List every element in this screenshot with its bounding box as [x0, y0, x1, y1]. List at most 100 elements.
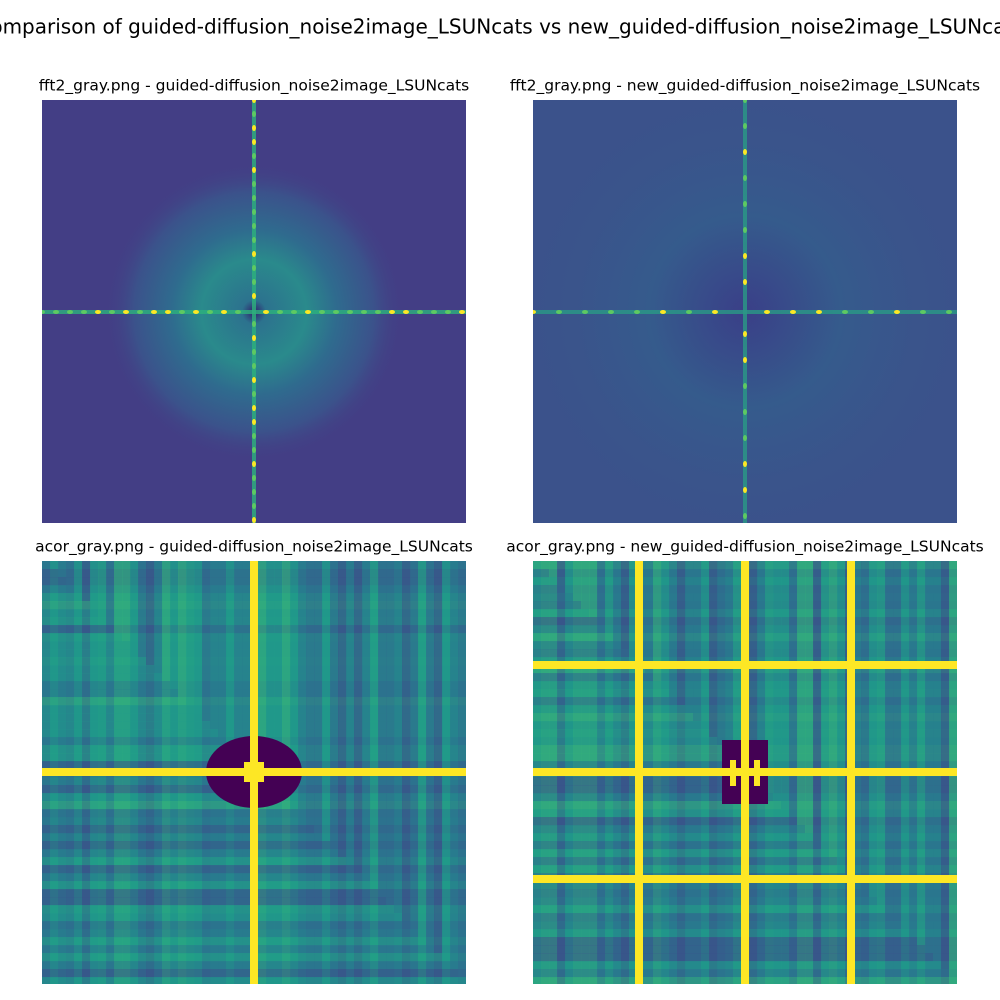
panel-title: fft2_gray.png - new_guided-diffusion_noi…: [510, 77, 980, 96]
texture: [333, 310, 339, 314]
texture: [920, 310, 926, 314]
texture: [417, 310, 423, 314]
texture: [42, 310, 45, 314]
acor-image: [42, 561, 466, 984]
texture: [252, 195, 256, 201]
texture: [790, 310, 796, 314]
texture: [252, 100, 256, 103]
texture: [743, 279, 747, 285]
texture: [252, 293, 256, 299]
texture: [660, 310, 666, 314]
texture: [743, 227, 747, 233]
texture: [743, 331, 747, 337]
fft-image: [42, 100, 466, 523]
texture: [252, 405, 256, 411]
texture: [252, 391, 256, 397]
texture: [221, 310, 227, 314]
texture: [389, 310, 395, 314]
texture: [582, 310, 588, 314]
texture: [743, 357, 747, 363]
texture: [252, 489, 256, 495]
texture: [743, 487, 747, 493]
texture: [252, 503, 256, 509]
panel-title: acor_gray.png - guided-diffusion_noise2i…: [35, 538, 473, 557]
texture: [252, 209, 256, 215]
texture: [252, 335, 256, 341]
texture: [361, 310, 367, 314]
texture: [816, 310, 822, 314]
texture: [123, 310, 129, 314]
texture: [743, 175, 747, 181]
texture: [868, 310, 874, 314]
texture: [305, 310, 311, 314]
texture: [319, 310, 325, 314]
texture: [42, 768, 466, 776]
texture: [743, 100, 747, 103]
texture: [291, 310, 297, 314]
texture: [533, 768, 957, 776]
texture: [95, 310, 101, 314]
texture: [81, 310, 87, 314]
texture: [252, 223, 256, 229]
texture: [137, 310, 143, 314]
texture: [634, 310, 640, 314]
texture: [252, 433, 256, 439]
panel-title: fft2_gray.png - guided-diffusion_noise2i…: [39, 77, 469, 96]
texture: [252, 475, 256, 481]
texture: [743, 149, 747, 155]
texture: [151, 310, 157, 314]
texture: [252, 279, 256, 285]
texture: [894, 310, 900, 314]
acor-image: [533, 561, 957, 984]
panel-title: acor_gray.png - new_guided-diffusion_noi…: [506, 538, 984, 557]
texture: [764, 310, 770, 314]
texture: [431, 310, 437, 314]
texture: [252, 461, 256, 467]
texture: [277, 310, 283, 314]
texture: [743, 123, 747, 129]
texture: [743, 409, 747, 415]
texture: [375, 310, 381, 314]
texture: [445, 310, 451, 314]
texture: [743, 513, 747, 519]
texture: [235, 310, 241, 314]
texture: [165, 310, 171, 314]
texture: [403, 310, 409, 314]
texture: [193, 310, 199, 314]
texture: [608, 310, 614, 314]
texture: [252, 419, 256, 425]
texture: [347, 310, 353, 314]
texture: [459, 310, 465, 314]
texture: [946, 310, 952, 314]
texture: [252, 349, 256, 355]
texture: [712, 310, 718, 314]
texture: [252, 447, 256, 453]
texture: [686, 310, 692, 314]
texture: [207, 310, 213, 314]
texture: [252, 153, 256, 159]
texture: [252, 125, 256, 131]
texture: [743, 383, 747, 389]
texture: [252, 251, 256, 257]
texture: [252, 321, 256, 327]
texture: [252, 111, 256, 117]
texture: [533, 310, 536, 314]
texture: [263, 310, 269, 314]
texture: [842, 310, 848, 314]
texture: [743, 435, 747, 441]
figure-title: Comparison of guided-diffusion_noise2ima…: [0, 15, 1000, 39]
texture: [743, 253, 747, 259]
texture: [252, 377, 256, 383]
texture: [252, 265, 256, 271]
texture: [743, 201, 747, 207]
texture: [533, 661, 957, 669]
texture: [743, 461, 747, 467]
texture: [179, 310, 185, 314]
texture: [252, 139, 256, 145]
texture: [252, 363, 256, 369]
texture: [252, 181, 256, 187]
texture: [53, 310, 59, 314]
texture: [556, 310, 562, 314]
